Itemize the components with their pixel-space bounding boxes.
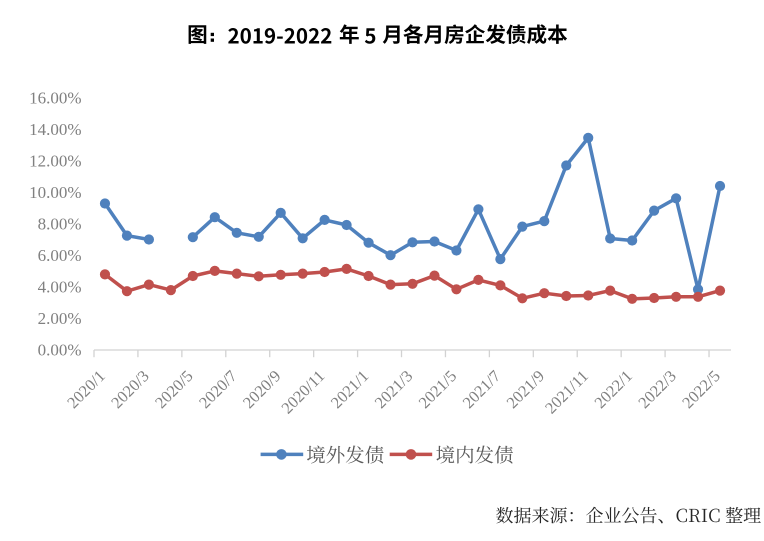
svg-text:14.00%: 14.00% [29,120,81,139]
svg-text:2.00%: 2.00% [38,309,82,328]
svg-text:8.00%: 8.00% [38,215,82,234]
svg-text:6.00%: 6.00% [38,246,82,265]
svg-text:4.00%: 4.00% [38,278,82,297]
svg-text:12.00%: 12.00% [29,152,81,171]
svg-text:16.00%: 16.00% [29,89,81,108]
svg-text:10.00%: 10.00% [29,183,81,202]
svg-text:0.00%: 0.00% [38,341,82,360]
